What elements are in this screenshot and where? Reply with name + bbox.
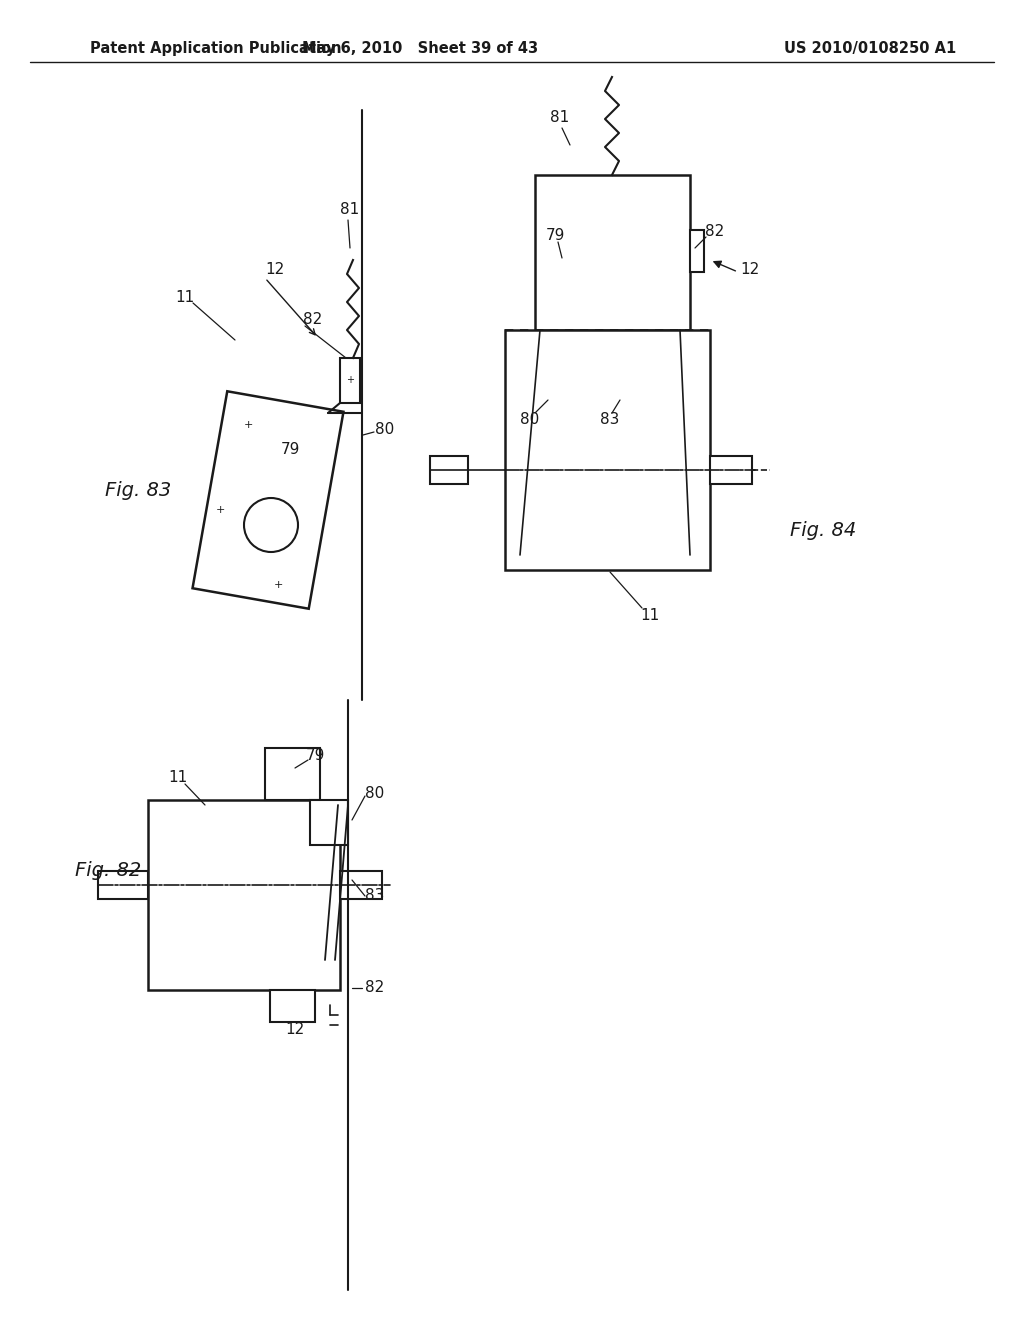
Text: 82: 82 <box>366 981 385 995</box>
Bar <box>270 990 315 1022</box>
Text: +: + <box>346 375 354 385</box>
Text: +: + <box>273 579 283 590</box>
Text: Fig. 83: Fig. 83 <box>105 480 171 499</box>
Text: US 2010/0108250 A1: US 2010/0108250 A1 <box>784 41 956 55</box>
Text: 83: 83 <box>600 412 620 428</box>
Circle shape <box>244 498 298 552</box>
Text: 12: 12 <box>740 263 760 277</box>
Bar <box>310 800 348 845</box>
Text: 11: 11 <box>175 290 195 305</box>
Bar <box>505 330 710 570</box>
Text: 82: 82 <box>303 313 323 327</box>
Text: 79: 79 <box>546 227 564 243</box>
Text: 11: 11 <box>640 607 659 623</box>
Text: Fig. 82: Fig. 82 <box>75 861 141 879</box>
Text: 80: 80 <box>366 785 385 800</box>
Text: 12: 12 <box>286 1023 304 1038</box>
Text: May 6, 2010   Sheet 39 of 43: May 6, 2010 Sheet 39 of 43 <box>302 41 538 55</box>
Bar <box>535 176 690 330</box>
Text: 12: 12 <box>265 263 285 277</box>
Polygon shape <box>193 391 343 609</box>
Text: 79: 79 <box>305 747 325 763</box>
Bar <box>340 871 382 899</box>
Bar <box>148 800 340 990</box>
Bar <box>340 358 360 403</box>
Text: Fig. 84: Fig. 84 <box>790 520 856 540</box>
Text: 80: 80 <box>520 412 540 428</box>
Text: +: + <box>244 420 253 430</box>
Text: 82: 82 <box>706 224 725 239</box>
Bar <box>430 455 468 484</box>
Text: 81: 81 <box>550 111 569 125</box>
Text: 11: 11 <box>168 771 187 785</box>
Text: 81: 81 <box>340 202 359 218</box>
Text: 80: 80 <box>376 422 394 437</box>
Bar <box>98 871 148 899</box>
Text: +: + <box>215 506 224 515</box>
Bar <box>710 455 752 484</box>
Text: 83: 83 <box>366 887 385 903</box>
Bar <box>690 230 705 272</box>
Bar <box>265 748 319 800</box>
Text: 79: 79 <box>281 442 300 458</box>
Text: Patent Application Publication: Patent Application Publication <box>90 41 341 55</box>
